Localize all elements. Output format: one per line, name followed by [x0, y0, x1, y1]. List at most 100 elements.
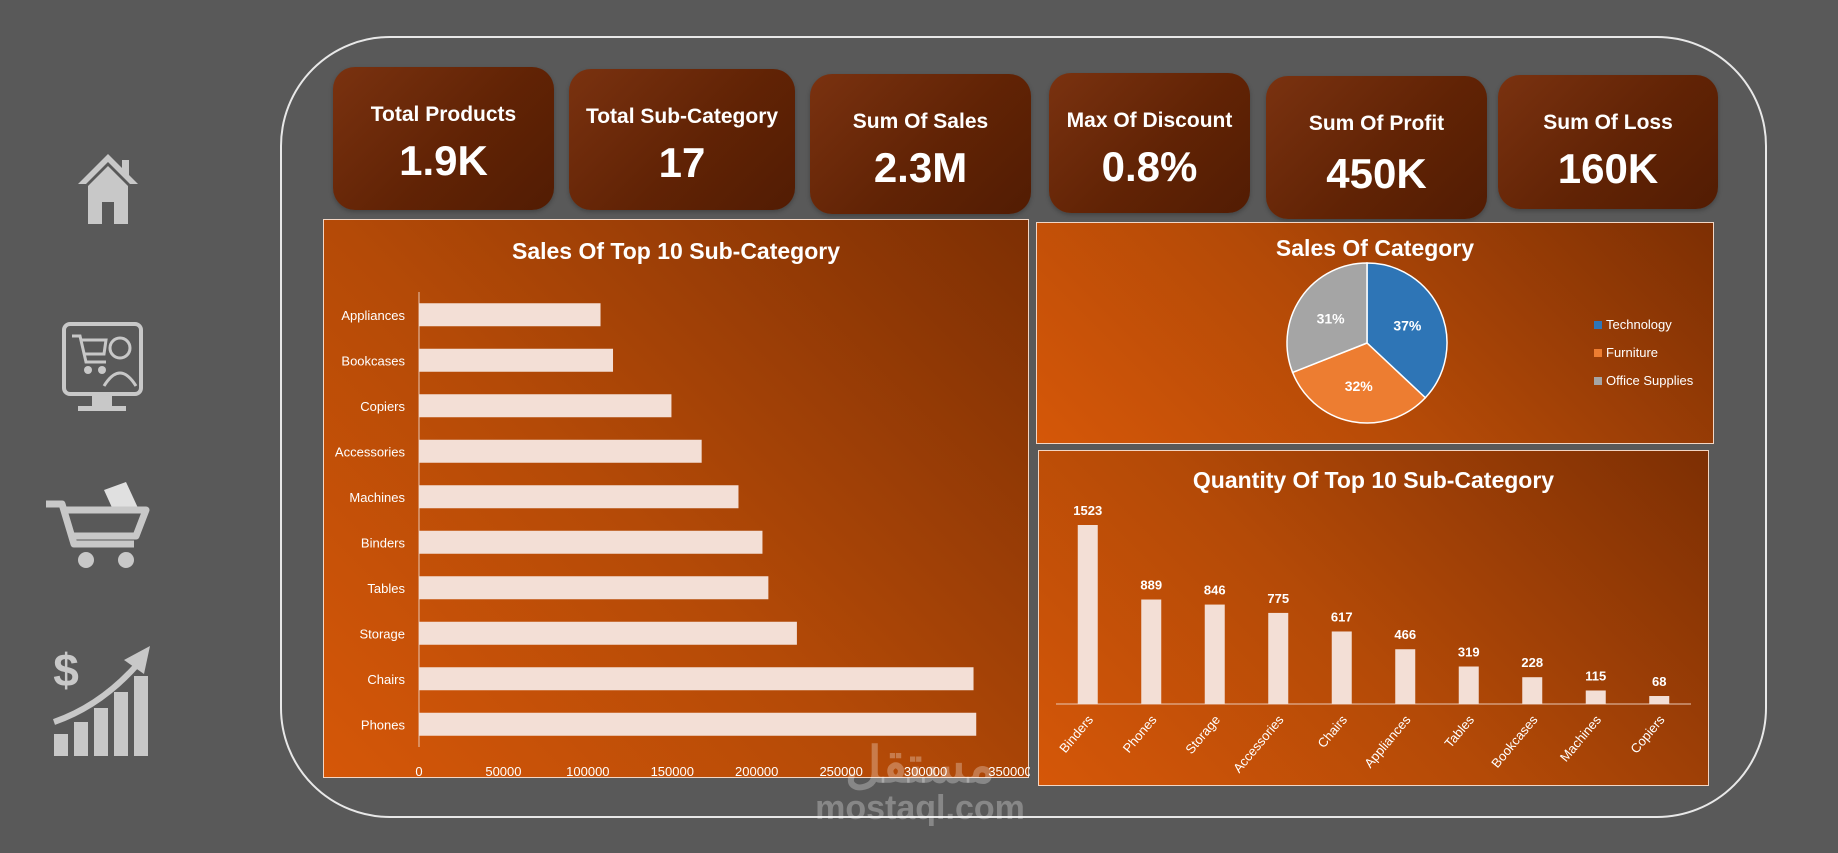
bar-bookcases [1522, 677, 1543, 704]
kpi-card-sum-of-loss: Sum Of Loss 160K [1498, 75, 1718, 209]
data-label: 466 [1394, 627, 1416, 642]
kpi-title: Sum Of Loss [1543, 111, 1673, 134]
x-tick-label: 350000 [988, 764, 1030, 779]
bar-machines [419, 485, 739, 509]
kpi-value: 450K [1326, 150, 1427, 197]
kpi-card-sum-of-profit: Sum Of Profit 450K [1266, 76, 1487, 219]
chart-title: Quantity Of Top 10 Sub-Category [1192, 467, 1555, 493]
legend-swatch [1594, 349, 1602, 357]
shopping-cart-icon[interactable] [42, 482, 152, 572]
x-tick-label: 100000 [566, 764, 609, 779]
category-label: Storage [359, 626, 405, 641]
kpi-title: Total Products [370, 103, 517, 126]
x-tick-label: 150000 [651, 764, 694, 779]
sales-top10-chart: Appliances Bookcases Copiers Accessories Mac… [335, 292, 1030, 779]
watermark-latin: mostaql.com [815, 789, 1025, 827]
pie-value-label: 31% [1317, 310, 1346, 326]
data-label: 228 [1521, 655, 1543, 670]
kpi-card-total-products: Total Products 1.9K [333, 67, 554, 210]
bar-appliances [419, 303, 601, 327]
bar-chairs [1331, 631, 1352, 704]
legend-label: Technology [1606, 317, 1672, 332]
category-label: Binders [361, 535, 406, 550]
category-label: Appliances [1361, 712, 1414, 771]
category-label: Storage [1182, 712, 1223, 757]
category-label: Binders [1056, 712, 1096, 756]
watermark: مستقل mostaql.com [800, 740, 1040, 826]
bar-storage [1204, 604, 1225, 704]
bar-phones [1141, 599, 1162, 704]
bar-copiers [419, 394, 672, 418]
category-label: Appliances [341, 308, 405, 323]
category-label: Tables [1441, 712, 1477, 751]
category-label: Phones [361, 717, 406, 732]
sales-category-chart: 37% 32% 31% Technology Furniture Office Suppl… [1286, 262, 1694, 424]
chart-title: Sales Of Top 10 Sub-Category [511, 238, 841, 264]
kpi-title: Sum Of Profit [1308, 112, 1445, 135]
legend-swatch [1594, 377, 1602, 385]
category-label: Chairs [1314, 712, 1350, 751]
pie-slice-office-supplies [1286, 262, 1368, 374]
quantity-top10-chart: 1523 Binders 889 Phones 846 Storage 775 Accesso… [1056, 503, 1691, 776]
x-tick-label: 50000 [485, 764, 521, 779]
sales-top10-panel: Sales Of Top 10 Sub-Category Appliances B… [323, 219, 1030, 779]
kpi-value: 160K [1557, 145, 1659, 192]
shop-assistant-icon[interactable] [60, 320, 145, 416]
x-tick-label: 300000 [904, 764, 947, 779]
bar-binders [1077, 525, 1098, 704]
category-label: Tables [367, 581, 405, 596]
legend-label: Office Supplies [1606, 373, 1694, 388]
kpi-value: 1.9K [399, 137, 488, 184]
watermark-arabic: مستقل [845, 737, 995, 793]
x-tick-label: 200000 [735, 764, 778, 779]
category-label: Machines [1557, 712, 1605, 765]
legend-swatch [1594, 321, 1602, 329]
bar-appliances [1395, 649, 1416, 704]
data-label: 775 [1267, 591, 1289, 606]
legend-label: Furniture [1606, 345, 1658, 360]
pie-slice-furniture [1291, 342, 1427, 424]
kpi-card-total-sub-category: Total Sub-Category 17 [569, 69, 795, 210]
kpi-card-max-of-discount: Max Of Discount 0.8% [1049, 73, 1250, 213]
bar-accessories [419, 439, 702, 463]
x-tick-label: 0 [415, 764, 422, 779]
svg-text:$: $ [53, 644, 79, 696]
kpi-title: Sum Of Sales [852, 110, 989, 133]
bar-phones [419, 712, 977, 736]
x-tick-label: 250000 [819, 764, 862, 779]
pie-value-label: 37% [1393, 318, 1422, 334]
bar-binders [419, 530, 763, 554]
quantity-top10-panel: Quantity Of Top 10 Sub-Category 1523 Bind… [1038, 450, 1709, 786]
bar-copiers [1649, 696, 1670, 704]
category-label: Bookcases [341, 353, 405, 368]
bar-tables [419, 576, 769, 600]
bar-machines [1585, 690, 1606, 704]
bar-storage [419, 621, 797, 645]
kpi-title: Max Of Discount [1066, 109, 1233, 132]
kpi-title: Total Sub-Category [585, 105, 779, 128]
kpi-value: 0.8% [1101, 143, 1198, 190]
bar-chairs [419, 667, 974, 691]
dollar-growth-icon[interactable]: $ [50, 642, 154, 758]
home-icon[interactable] [76, 150, 140, 228]
category-label: Copiers [1627, 712, 1668, 756]
data-label: 846 [1204, 583, 1226, 598]
category-label: Chairs [367, 672, 405, 687]
data-label: 319 [1458, 645, 1480, 660]
data-label: 115 [1585, 668, 1606, 683]
data-label: 889 [1140, 578, 1162, 593]
category-label: Accessories [335, 444, 406, 459]
data-label: 1523 [1073, 503, 1102, 518]
category-label: Phones [1120, 712, 1160, 756]
data-label: 617 [1331, 609, 1353, 624]
data-label: 68 [1652, 674, 1666, 689]
dashboard-frame [280, 36, 1767, 818]
kpi-value: 2.3M [873, 144, 968, 191]
category-label: Accessories [1230, 712, 1287, 776]
bar-bookcases [419, 348, 614, 372]
chart-title: Sales Of Category [1275, 235, 1475, 261]
kpi-card-sum-of-sales: Sum Of Sales 2.3M [810, 74, 1031, 214]
pie-value-label: 32% [1345, 378, 1374, 394]
kpi-value: 17 [658, 139, 706, 186]
category-label: Copiers [360, 399, 405, 414]
